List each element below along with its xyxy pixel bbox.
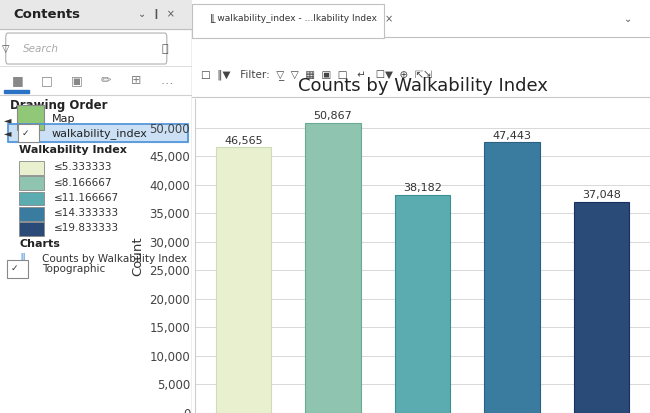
Text: ≤8.166667: ≤8.166667 bbox=[54, 178, 112, 188]
Bar bbox=[20, 161, 44, 175]
Bar bbox=[216, 147, 271, 413]
Text: Search: Search bbox=[23, 44, 59, 54]
Bar bbox=[0, 0, 192, 29]
FancyBboxPatch shape bbox=[6, 33, 167, 64]
FancyBboxPatch shape bbox=[192, 5, 384, 38]
Bar bbox=[306, 123, 361, 413]
Bar bbox=[8, 124, 188, 142]
Text: 50,867: 50,867 bbox=[313, 111, 352, 121]
Bar bbox=[4, 90, 29, 93]
Text: ⊞: ⊞ bbox=[131, 74, 141, 87]
Text: ✓: ✓ bbox=[10, 264, 18, 273]
Text: Topographic: Topographic bbox=[42, 264, 105, 274]
FancyBboxPatch shape bbox=[6, 260, 28, 278]
Text: 37,048: 37,048 bbox=[582, 190, 621, 200]
Bar bbox=[395, 195, 450, 413]
Title: Counts by Walkability Index: Counts by Walkability Index bbox=[298, 77, 547, 95]
Text: walkability_index: walkability_index bbox=[52, 128, 148, 139]
Text: Charts: Charts bbox=[20, 240, 60, 249]
Bar bbox=[574, 202, 629, 413]
Text: ■: ■ bbox=[12, 74, 23, 87]
Bar bbox=[8, 124, 188, 142]
Bar bbox=[484, 142, 540, 413]
Text: □: □ bbox=[41, 74, 53, 87]
Y-axis label: Count: Count bbox=[131, 236, 144, 276]
Text: ▽: ▽ bbox=[2, 44, 9, 54]
Text: ‖: ‖ bbox=[20, 252, 25, 266]
Text: ≤5.333333: ≤5.333333 bbox=[54, 162, 112, 172]
Text: ⌄  ❙  ×: ⌄ ❙ × bbox=[138, 9, 175, 19]
Text: ⌕: ⌕ bbox=[161, 44, 168, 54]
Bar bbox=[20, 176, 44, 190]
Text: ✏: ✏ bbox=[101, 74, 111, 87]
Bar bbox=[20, 192, 44, 205]
Text: □  ‖▼   Filter:  ▽̲  ▽  ▦  ▣  □   ↵   ☐▼  ⊕  ⇱⇲: □ ‖▼ Filter: ▽̲ ▽ ▦ ▣ □ ↵ ☐▼ ⊕ ⇱⇲ bbox=[201, 69, 432, 80]
Text: ⌄: ⌄ bbox=[623, 14, 632, 24]
Text: ‖̲ walkability_index - ...lkability Index: ‖̲ walkability_index - ...lkability Inde… bbox=[210, 14, 377, 23]
Text: ≤14.333333: ≤14.333333 bbox=[54, 208, 119, 218]
Text: 46,565: 46,565 bbox=[224, 135, 263, 145]
Text: Counts by Walkability Index: Counts by Walkability Index bbox=[42, 254, 187, 264]
Text: ◄: ◄ bbox=[4, 115, 11, 125]
Bar bbox=[20, 222, 44, 236]
Text: Walkability Index: Walkability Index bbox=[20, 145, 127, 154]
Text: ×: × bbox=[384, 14, 393, 24]
FancyBboxPatch shape bbox=[18, 124, 39, 142]
Text: ✓: ✓ bbox=[22, 129, 29, 138]
Text: Drawing Order: Drawing Order bbox=[10, 99, 107, 112]
Text: ≤11.166667: ≤11.166667 bbox=[54, 193, 119, 203]
Text: …: … bbox=[160, 74, 173, 87]
Text: ▣: ▣ bbox=[71, 74, 83, 87]
Text: Map: Map bbox=[52, 114, 75, 123]
Text: ◄: ◄ bbox=[4, 128, 11, 138]
Text: ≤19.833333: ≤19.833333 bbox=[54, 223, 119, 233]
Bar bbox=[20, 207, 44, 221]
Text: 47,443: 47,443 bbox=[493, 131, 532, 140]
FancyBboxPatch shape bbox=[18, 105, 44, 130]
Text: Contents: Contents bbox=[14, 8, 81, 21]
Text: 38,182: 38,182 bbox=[403, 183, 442, 193]
